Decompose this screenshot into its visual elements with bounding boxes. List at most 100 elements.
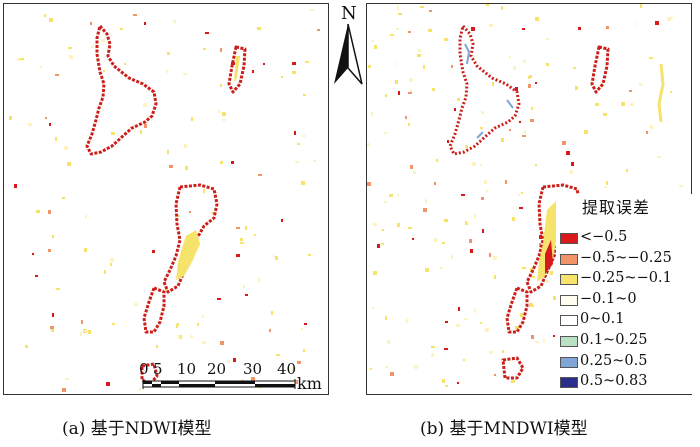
error-pixel: [257, 27, 261, 30]
error-pixel: [521, 192, 523, 194]
error-pixel: [55, 137, 57, 141]
north-arrow-icon: [334, 23, 363, 85]
error-pixel: [445, 385, 448, 387]
lake-south: [142, 286, 166, 334]
error-pixel: [519, 121, 521, 123]
error-pixel: [522, 28, 525, 30]
error-pixel: [35, 275, 38, 277]
error-pixel: [69, 55, 73, 59]
error-pixel: [381, 243, 384, 245]
lake-central: [162, 183, 219, 294]
error-pixel: [606, 26, 609, 29]
error-pixel: [25, 345, 28, 348]
error-pixel: [81, 320, 83, 324]
error-pixel: [501, 138, 504, 142]
error-pixel: [32, 253, 34, 255]
error-pixel: [55, 74, 59, 76]
error-pixel: [539, 243, 541, 247]
error-pixel: [414, 365, 418, 369]
error-pixel: [451, 255, 453, 259]
error-pixel: [144, 22, 146, 25]
error-pixel: [408, 123, 410, 126]
error-pixel: [535, 82, 537, 84]
lake-northeast: [590, 45, 610, 94]
legend-label: −0.5~−0.25: [580, 249, 672, 266]
error-pixel: [220, 341, 224, 345]
error-pixel: [218, 110, 220, 113]
error-pixel: [423, 208, 427, 212]
error-pixel: [297, 143, 300, 145]
error-pixel: [240, 242, 244, 244]
error-pixel: [254, 234, 256, 236]
error-pixel: [529, 303, 533, 307]
error-pixel: [269, 329, 271, 332]
error-pixel: [511, 380, 515, 383]
legend-title: 提取误差: [582, 198, 651, 217]
error-pixel: [180, 335, 182, 339]
error-pixel: [553, 296, 557, 300]
error-pixel: [156, 345, 158, 348]
error-pixel: [183, 73, 187, 75]
legend-swatch: [560, 253, 578, 265]
lake-northeast: [227, 45, 247, 94]
error-pixel: [245, 294, 248, 296]
error-pixel: [630, 103, 634, 106]
error-pixel: [240, 238, 243, 241]
error-pixel: [444, 348, 448, 350]
error-pixel: [445, 321, 448, 323]
error-pixel: [236, 254, 240, 257]
scale-unit: km: [297, 374, 322, 393]
error-pixel: [467, 222, 469, 225]
error-pixel: [522, 135, 526, 137]
error-pixel: [457, 382, 459, 384]
error-pixel: [50, 326, 54, 329]
error-pixel: [562, 141, 566, 145]
error-pixel: [493, 256, 497, 260]
error-pixel: [166, 70, 168, 73]
error-pixel: [621, 102, 625, 106]
error-pixel: [485, 328, 489, 332]
error-pixel: [273, 255, 275, 257]
error-pixel: [243, 285, 245, 288]
error-pixel: [531, 107, 533, 110]
ndwi-error-map: [9, 9, 320, 392]
error-pixel: [220, 84, 222, 87]
legend-swatch: [560, 377, 578, 389]
error-pixel: [104, 270, 106, 274]
error-pixel: [85, 215, 87, 218]
error-pixel: [84, 248, 87, 252]
error-pixel: [292, 71, 296, 74]
error-pixel: [143, 103, 147, 107]
error-pixel: [434, 238, 437, 242]
error-pixel: [377, 244, 380, 248]
error-pixel: [398, 13, 402, 15]
error-pixel: [550, 271, 553, 275]
error-pixel: [382, 229, 384, 231]
error-pixel: [646, 131, 648, 134]
error-pixel: [571, 162, 574, 166]
error-pixel: [110, 258, 114, 262]
error-pixel: [474, 309, 476, 313]
error-pixel: [429, 10, 432, 12]
error-pixel: [543, 339, 545, 343]
error-pixel: [489, 351, 493, 354]
error-pixel: [636, 23, 638, 25]
error-pixel: [202, 315, 204, 318]
lake-north: [448, 24, 521, 156]
error-pixel: [152, 250, 155, 253]
error-pixel: [370, 368, 372, 370]
error-pixel: [482, 229, 484, 233]
legend-swatch: [560, 274, 578, 286]
error-pixel: [167, 150, 169, 154]
error-pixel: [134, 303, 138, 306]
legend-swatch: [560, 233, 578, 244]
error-pixel: [84, 330, 88, 332]
error-pixel: [474, 214, 476, 218]
error-pixel: [251, 377, 255, 381]
lake-north-blue: [464, 43, 514, 139]
error-pixel: [405, 116, 407, 119]
error-pixel: [598, 86, 601, 88]
error-pixel: [51, 329, 54, 332]
legend-item: −0.1~0: [560, 291, 694, 310]
error-pixel: [649, 57, 653, 59]
